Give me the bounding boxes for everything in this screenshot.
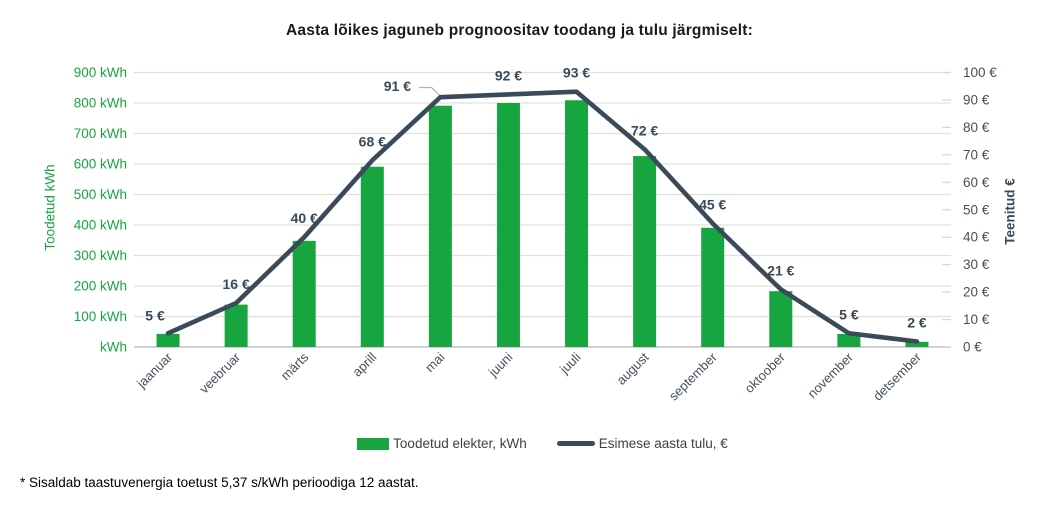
right-axis-tick-label: 80 € xyxy=(963,120,990,135)
right-axis-tick-label: 10 € xyxy=(963,312,990,327)
month-label-august: august xyxy=(614,349,652,387)
month-label-detsember: detsember xyxy=(870,349,925,404)
left-axis-title: Toodetud kWh xyxy=(42,164,58,251)
right-axis-title: Teenitud € xyxy=(1002,178,1018,245)
left-axis-tick-label: 500 kWh xyxy=(74,187,127,202)
data-label-mai: 91 € xyxy=(384,78,411,94)
month-label-aprill: aprill xyxy=(349,349,379,379)
left-axis-tick-label: 400 kWh xyxy=(74,218,127,233)
data-label-september: 45 € xyxy=(699,196,726,212)
left-axis-tick-label: 100 kWh xyxy=(74,309,127,324)
month-label-juuli: juuli xyxy=(556,349,584,377)
legend-item-revenue: Esimese aasta tulu, € xyxy=(556,436,728,451)
bar-mai xyxy=(428,105,452,348)
data-label-jaanuar: 5 € xyxy=(145,307,165,323)
bar-juuli xyxy=(565,100,589,347)
data-label-august: 72 € xyxy=(631,122,658,138)
right-axis-tick-label: 0 € xyxy=(963,340,982,355)
data-label-oktoober: 21 € xyxy=(767,262,794,278)
bar-detsember xyxy=(905,341,929,347)
legend-label-production: Toodetud elekter, kWh xyxy=(393,436,527,451)
bar-juuni xyxy=(496,103,520,347)
left-axis-tick-label: 200 kWh xyxy=(74,279,127,294)
month-label-oktoober: oktoober xyxy=(742,349,789,396)
right-axis-tick-label: 40 € xyxy=(963,230,990,245)
bar-november xyxy=(837,333,861,347)
bar-jaanuar xyxy=(156,333,180,347)
left-axis-tick-label: 800 kWh xyxy=(74,96,127,111)
bar-aprill xyxy=(360,166,384,347)
month-label-juuni: juuni xyxy=(485,349,516,380)
legend-label-revenue: Esimese aasta tulu, € xyxy=(598,436,728,451)
bar-märts xyxy=(292,240,316,347)
left-axis-tick-label: 900 kWh xyxy=(74,65,127,80)
chart-title: Aasta lõikes jaguneb prognoositav toodan… xyxy=(286,22,753,39)
month-label-mai: mai xyxy=(422,349,447,374)
legend: Toodetud elekter, kWh Esimese aasta tulu… xyxy=(134,436,951,451)
bar-swatch-icon xyxy=(357,437,390,450)
left-axis-tick-label: kWh xyxy=(100,340,127,355)
data-label-märts: 40 € xyxy=(291,210,318,226)
data-label-veebruar: 16 € xyxy=(223,276,250,292)
left-axis-tick-label: 600 kWh xyxy=(74,157,127,172)
right-axis-tick-label: 50 € xyxy=(963,202,990,217)
footnote: * Sisaldab taastuvenergia toetust 5,37 s… xyxy=(20,475,419,490)
month-label-veebruar: veebruar xyxy=(196,349,243,396)
data-label-detsember: 2 € xyxy=(907,315,927,331)
revenue-line xyxy=(165,89,920,344)
plot-area: 900 kWh 800 kWh 700 kWh 600 kWh 500 kWh 400 k… xyxy=(74,65,998,404)
label-callout-line xyxy=(419,86,441,96)
right-axis-tick-label: 30 € xyxy=(963,257,990,272)
data-label-juuli: 93 € xyxy=(563,65,590,81)
month-label-november: november xyxy=(805,349,857,401)
bar-august xyxy=(633,156,657,347)
right-axis-tick-label: 90 € xyxy=(963,92,990,107)
right-axis-tick-label: 100 € xyxy=(963,65,997,80)
legend-item-production: Toodetud elekter, kWh xyxy=(357,436,527,451)
bar-veebruar xyxy=(224,304,248,347)
right-axis-tick-label: 70 € xyxy=(963,147,990,162)
bar-september xyxy=(701,227,725,347)
month-label-september: september xyxy=(666,349,721,404)
right-axis-tick-label: 20 € xyxy=(963,285,990,300)
month-label-jaanuar: jaanuar xyxy=(133,349,175,391)
data-label-aprill: 68 € xyxy=(359,133,386,149)
data-label-november: 5 € xyxy=(839,306,859,322)
left-axis-tick-label: 300 kWh xyxy=(74,248,127,263)
line-swatch-icon xyxy=(556,441,595,446)
data-label-juuni: 92 € xyxy=(495,67,522,83)
month-label-märts: märts xyxy=(278,349,312,383)
left-axis-tick-label: 700 kWh xyxy=(74,126,127,141)
right-axis-tick-label: 60 € xyxy=(963,175,990,190)
bar-oktoober xyxy=(769,291,793,347)
